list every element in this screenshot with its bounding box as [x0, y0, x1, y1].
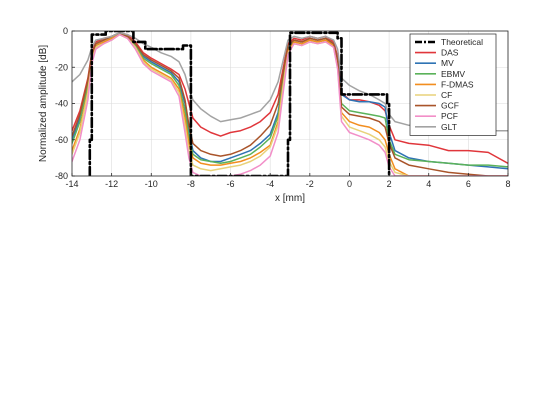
y-tick-label: -40: [55, 99, 68, 109]
legend-label-ebmv: EBMV: [441, 69, 465, 79]
x-tick-label: -4: [266, 179, 274, 189]
legend-label-pcf: PCF: [441, 111, 458, 121]
y-tick-label: 0: [63, 26, 68, 36]
legend-label-gcf: GCF: [441, 101, 459, 111]
y-tick-label: -20: [55, 62, 68, 72]
y-axis-label: Normalized amplitude [dB]: [38, 45, 49, 162]
y-tick-label: -80: [55, 171, 68, 181]
tick-labels: -14 -12 -10 -8 -6 -4 -2 0 2 4 6 80-20-40-60-80: [55, 26, 511, 189]
x-tick-label: -6: [227, 179, 235, 189]
ticks: [71, 30, 509, 177]
x-tick-label: -2: [306, 179, 314, 189]
x-tick-label: 4: [426, 179, 431, 189]
series-layer: [72, 31, 508, 176]
x-tick-label: -12: [105, 179, 118, 189]
x-tick-label: -10: [145, 179, 158, 189]
series-line-theoretical: [88, 31, 391, 176]
x-tick-label: 6: [466, 179, 471, 189]
x-tick-label: -14: [65, 179, 78, 189]
x-tick-label: -8: [187, 179, 195, 189]
legend-label-theoretical: Theoretical: [441, 37, 483, 47]
legend-label-cf: CF: [441, 90, 452, 100]
x-tick-label: 2: [387, 179, 392, 189]
legend-label-das: DAS: [441, 48, 459, 58]
x-tick-label: 0: [347, 179, 352, 189]
series-line-pcf: [72, 33, 508, 176]
legend-label-f-dmas: F-DMAS: [441, 79, 474, 89]
legend-label-mv: MV: [441, 58, 454, 68]
x-tick-label: 8: [505, 179, 510, 189]
series-line-gcf: [72, 32, 508, 176]
y-tick-label: -60: [55, 135, 68, 145]
series-line-glt: [72, 32, 508, 132]
legend-label-glt: GLT: [441, 122, 457, 132]
x-axis-label: x [mm]: [275, 193, 305, 204]
